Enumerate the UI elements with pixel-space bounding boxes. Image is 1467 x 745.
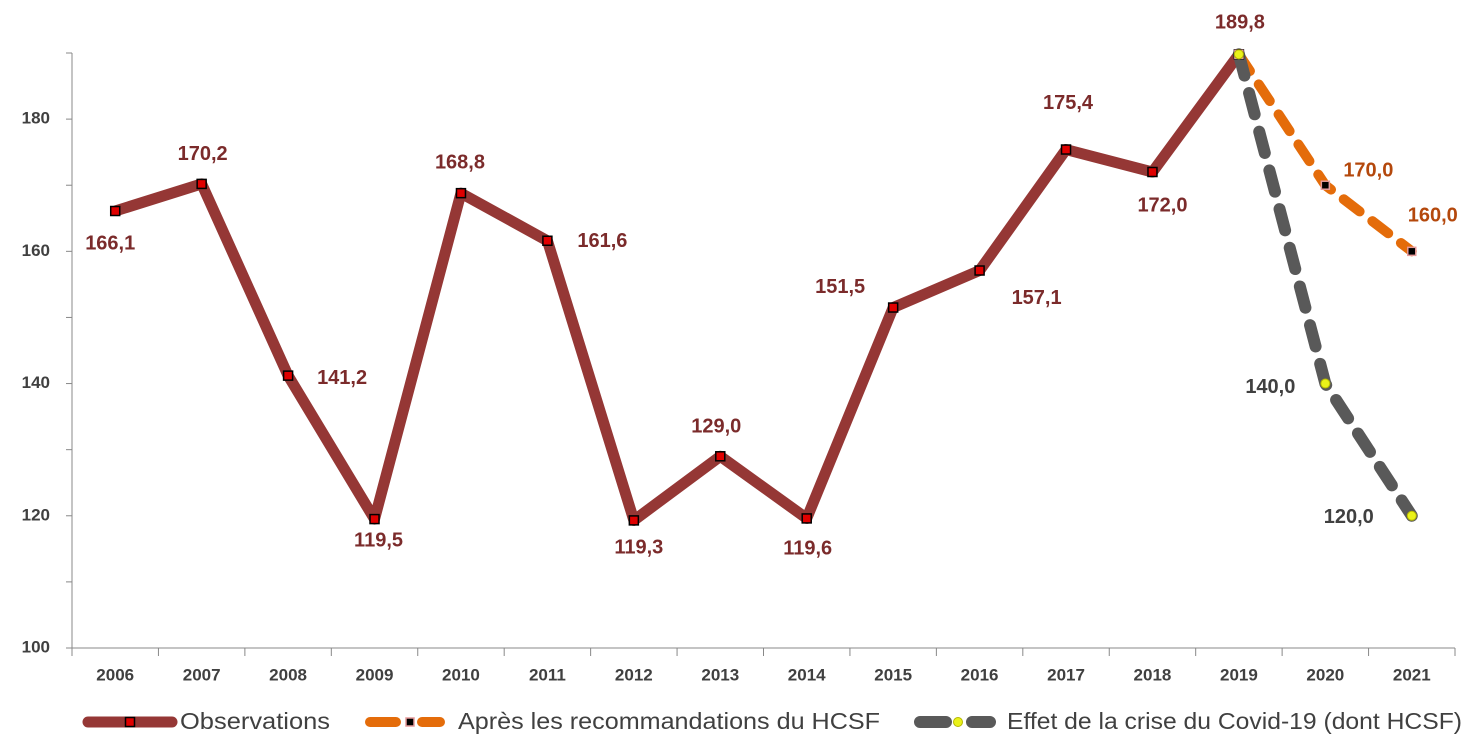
marker bbox=[1060, 144, 1072, 155]
x-tick-label: 2017 bbox=[1047, 665, 1085, 684]
x-tick-label: 2021 bbox=[1393, 665, 1431, 684]
marker bbox=[1147, 166, 1158, 178]
data-label: 161,6 bbox=[577, 230, 627, 252]
data-label: 119,3 bbox=[614, 537, 663, 559]
marker bbox=[109, 205, 121, 217]
data-label: 166,1 bbox=[85, 232, 135, 254]
legend-label: Observations bbox=[180, 708, 330, 734]
marker bbox=[1233, 49, 1244, 60]
x-tick-label: 2015 bbox=[874, 665, 912, 684]
marker bbox=[542, 235, 553, 247]
y-tick-label: 100 bbox=[22, 637, 50, 656]
data-label: 168,8 bbox=[435, 151, 485, 173]
marker bbox=[369, 513, 380, 525]
series-line bbox=[1232, 48, 1418, 522]
data-label: 140,0 bbox=[1245, 376, 1295, 398]
x-tick-label: 2013 bbox=[701, 665, 739, 684]
marker bbox=[455, 187, 467, 199]
y-tick-label: 180 bbox=[22, 109, 50, 128]
marker bbox=[887, 302, 899, 313]
legend-label: Effet de la crise du Covid-19 (dont HCSF… bbox=[1007, 708, 1462, 734]
marker bbox=[124, 716, 136, 728]
data-label: 119,6 bbox=[783, 538, 832, 560]
y-tick-label: 140 bbox=[22, 373, 50, 392]
data-label: 120,0 bbox=[1324, 506, 1374, 528]
x-tick-label: 2010 bbox=[442, 665, 480, 684]
marker bbox=[974, 265, 985, 276]
data-label: 160,0 bbox=[1408, 205, 1458, 227]
marker bbox=[1320, 180, 1331, 190]
marker bbox=[628, 515, 640, 526]
marker bbox=[282, 370, 294, 381]
data-label: 129,0 bbox=[691, 416, 741, 438]
x-tick-label: 2007 bbox=[183, 665, 221, 684]
x-tick-label: 2018 bbox=[1134, 665, 1172, 684]
series-line bbox=[113, 51, 1244, 526]
data-label: 172,0 bbox=[1137, 194, 1187, 216]
data-label: 189,8 bbox=[1215, 12, 1265, 34]
x-tick-label: 2016 bbox=[961, 665, 999, 684]
data-label: 151,5 bbox=[815, 276, 865, 298]
x-tick-label: 2006 bbox=[96, 665, 134, 684]
marker bbox=[405, 717, 415, 727]
x-tick-label: 2014 bbox=[788, 665, 826, 684]
data-label: 157,1 bbox=[1012, 287, 1062, 309]
data-label: 175,4 bbox=[1043, 92, 1094, 114]
marker bbox=[953, 717, 963, 727]
marker bbox=[196, 178, 207, 190]
marker bbox=[801, 513, 812, 524]
y-tick-label: 160 bbox=[22, 241, 50, 260]
data-label: 141,2 bbox=[317, 367, 367, 389]
x-tick-label: 2019 bbox=[1220, 665, 1258, 684]
legend-label: Après les recommandations du HCSF bbox=[458, 708, 880, 734]
data-label: 170,0 bbox=[1343, 160, 1393, 182]
marker bbox=[715, 451, 726, 462]
marker bbox=[1406, 510, 1417, 521]
x-tick-label: 2020 bbox=[1306, 665, 1344, 684]
x-tick-label: 2008 bbox=[269, 665, 307, 684]
x-tick-label: 2011 bbox=[529, 665, 566, 684]
y-tick-label: 120 bbox=[22, 505, 50, 524]
data-label: 119,5 bbox=[354, 529, 403, 551]
x-tick-label: 2009 bbox=[356, 665, 394, 684]
marker bbox=[1320, 378, 1331, 389]
x-tick-label: 2012 bbox=[615, 665, 653, 684]
marker bbox=[1407, 246, 1417, 257]
data-label: 170,2 bbox=[178, 143, 228, 165]
